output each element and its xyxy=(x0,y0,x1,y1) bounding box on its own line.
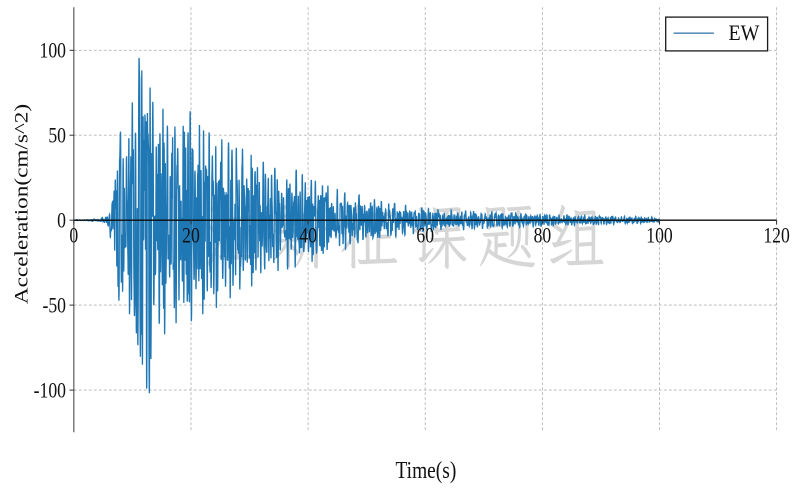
svg-text:120: 120 xyxy=(763,224,790,248)
svg-text:0: 0 xyxy=(57,209,66,233)
svg-text:50: 50 xyxy=(48,124,66,148)
svg-text:-50: -50 xyxy=(42,294,66,318)
svg-text:Time(s): Time(s) xyxy=(395,457,456,483)
svg-text:100: 100 xyxy=(40,39,67,63)
svg-text:EW: EW xyxy=(729,20,760,45)
svg-text:60: 60 xyxy=(416,224,434,248)
svg-text:100: 100 xyxy=(646,224,673,248)
svg-text:20: 20 xyxy=(182,224,200,248)
svg-text:Acceleration(cm/s^2): Acceleration(cm/s^2) xyxy=(11,104,32,304)
svg-text:40: 40 xyxy=(299,224,317,248)
svg-text:-100: -100 xyxy=(34,379,66,403)
svg-text:0: 0 xyxy=(69,224,78,248)
svg-text:80: 80 xyxy=(534,224,552,248)
